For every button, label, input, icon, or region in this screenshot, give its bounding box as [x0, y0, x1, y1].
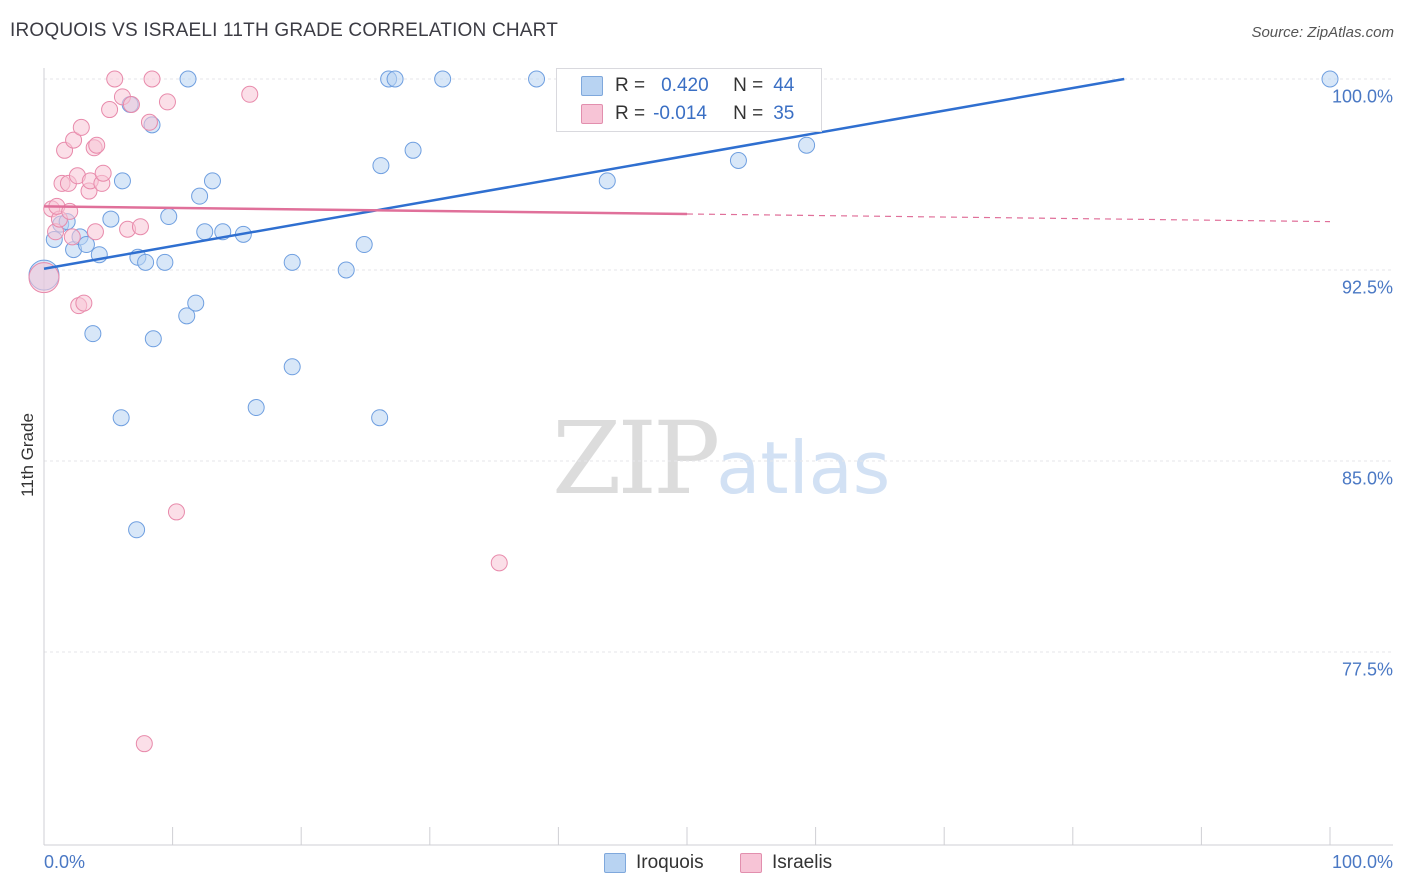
watermark-zip: ZIP [552, 400, 720, 517]
n-label: N = [733, 75, 764, 96]
n-value: 44 [773, 75, 795, 96]
y-tick-label: 85.0% [1341, 468, 1393, 489]
iroquois-point [191, 187, 209, 205]
israelis-point [72, 118, 90, 136]
israelis-point [88, 136, 106, 154]
iroquois-point [598, 172, 616, 190]
israelis-point [158, 93, 176, 111]
legend-row-iroquois: R = 0.420 N = 44 [581, 73, 794, 99]
watermark-atlas: atlas [716, 426, 891, 510]
iroquois-point [187, 294, 205, 312]
iroquois-point [386, 70, 404, 88]
israelis-point [490, 554, 508, 572]
iroquois-point [798, 136, 816, 154]
iroquois-point [404, 141, 422, 159]
iroquois-point [137, 253, 155, 271]
n-value: 35 [773, 103, 795, 124]
iroquois-point [128, 521, 146, 539]
iroquois-point [84, 325, 102, 343]
israelis-legend-label: Israelis [772, 852, 833, 873]
iroquois-point [179, 70, 197, 88]
r-label: R = [615, 75, 646, 96]
iroquois-trend-line [43, 77, 1125, 270]
iroquois-point [337, 261, 355, 279]
stats-legend: R = 0.420 N = 44 R = -0.014 N = 35 [556, 68, 822, 132]
iroquois-point [371, 409, 389, 427]
israelis-point [28, 262, 60, 294]
iroquois-swatch [581, 76, 603, 96]
israelis-point [86, 223, 104, 241]
iroquois-point [178, 307, 196, 325]
israelis-point [140, 113, 158, 131]
iroquois-point [77, 236, 95, 254]
x-tick-label-max: 100.0% [1331, 852, 1393, 872]
iroquois-legend-swatch [604, 853, 626, 873]
iroquois-point [283, 253, 301, 271]
israelis-point [143, 70, 161, 88]
iroquois-point [1321, 70, 1339, 88]
iroquois-point [247, 399, 265, 417]
israelis-point [131, 218, 149, 236]
israelis-point [94, 164, 112, 182]
iroquois-point [160, 208, 178, 226]
israelis-point [65, 131, 83, 149]
israelis-trend-line-dashed [686, 213, 1331, 223]
israelis-point [122, 95, 140, 113]
israelis-point [241, 85, 259, 103]
x-tick-label-min: 0.0% [44, 852, 86, 872]
iroquois-point [144, 330, 162, 348]
iroquois-point [112, 409, 130, 427]
r-label: R = [615, 103, 646, 124]
iroquois-point [729, 151, 747, 169]
israelis-swatch [581, 104, 603, 124]
iroquois-point [113, 172, 131, 190]
y-tick-label: 77.5% [1341, 659, 1393, 680]
y-tick-label: 100.0% [1331, 86, 1393, 107]
legend-row-israelis: R = -0.014 N = 35 [581, 101, 794, 127]
iroquois-point [196, 223, 214, 241]
r-value: -0.014 [653, 103, 707, 124]
israelis-trend-line [43, 205, 688, 216]
iroquois-point [372, 157, 390, 175]
legend-item-israelis[interactable]: Israelis [740, 852, 832, 874]
iroquois-legend-label: Iroquois [636, 852, 704, 873]
iroquois-point [102, 210, 120, 228]
y-tick-label: 92.5% [1341, 277, 1393, 298]
iroquois-point [156, 253, 174, 271]
chart-title: IROQUOIS VS ISRAELI 11TH GRADE CORRELATI… [10, 20, 559, 41]
iroquois-point [355, 236, 373, 254]
israelis-point [75, 294, 93, 312]
n-label: N = [733, 103, 764, 124]
r-value: 0.420 [661, 75, 709, 96]
iroquois-point [203, 172, 221, 190]
israelis-point [63, 228, 81, 246]
israelis-point [106, 70, 124, 88]
iroquois-point [434, 70, 452, 88]
israelis-legend-swatch [740, 853, 762, 873]
israelis-point [167, 503, 185, 521]
y-axis-label: 11th Grade [18, 413, 37, 497]
iroquois-point [283, 358, 301, 376]
legend-item-iroquois[interactable]: Iroquois [604, 852, 704, 874]
source-credit: Source: ZipAtlas.com [1251, 24, 1394, 41]
israelis-point [101, 101, 119, 119]
israelis-point [135, 735, 153, 753]
watermark: ZIPatlas [552, 400, 890, 517]
iroquois-point [528, 70, 546, 88]
